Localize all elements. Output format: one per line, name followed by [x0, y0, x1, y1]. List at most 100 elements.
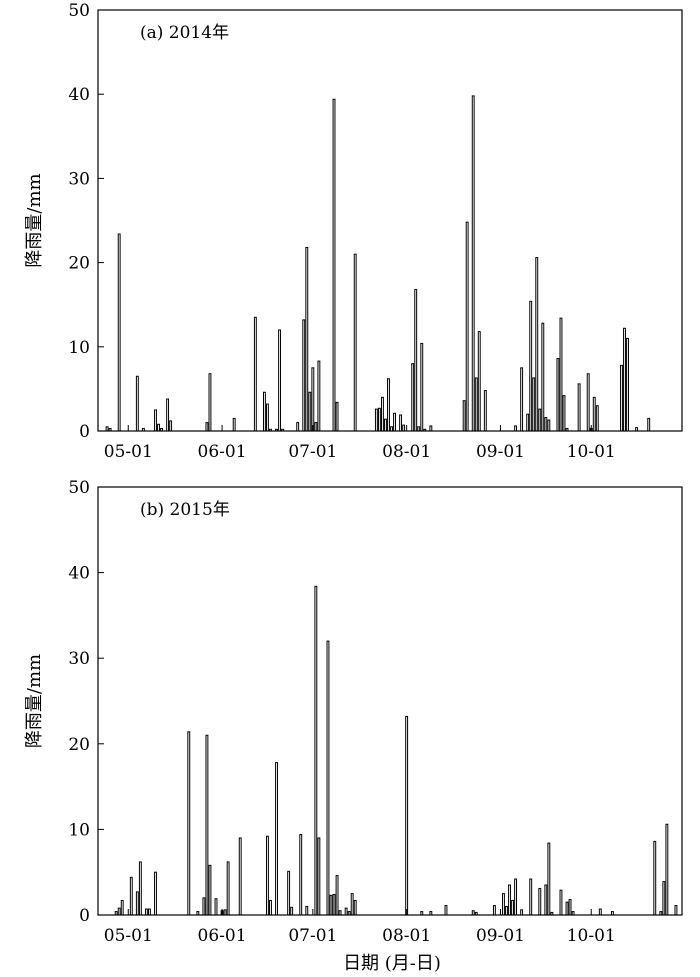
rainfall-bar [417, 426, 421, 432]
rainfall-bar [353, 899, 357, 916]
panel-title: (a) 2014年 [140, 23, 229, 43]
rainfall-bar [305, 246, 309, 432]
rainfall-bar [353, 253, 357, 432]
rainfall-bar [577, 383, 581, 432]
rainfall-bar [514, 425, 518, 432]
rainfall-bar [544, 884, 548, 916]
rainfall-bar [208, 373, 212, 432]
rainfall-bar [647, 417, 651, 432]
rainfall-bar [387, 378, 390, 432]
rainfall-bar [238, 837, 242, 916]
rainfall-bar [350, 893, 354, 916]
panel-2014: 0 10 20 30 40 50 05-01 06-01 07-01 08-01 09-01 10-0… [24, 1, 683, 462]
rainfall-bar [202, 897, 206, 916]
rainfall-bar [266, 835, 269, 916]
y-tick-label: 0 [79, 422, 90, 442]
x-tick-label: 10-01 [567, 442, 616, 462]
rainfall-bar [208, 864, 212, 916]
rainfall-bar [390, 426, 393, 432]
rainfall-bar [532, 377, 536, 432]
x-tick-label: 07-01 [288, 442, 337, 462]
rainfall-bar [311, 367, 315, 432]
rainfall-bar [214, 898, 218, 916]
x-tick-label: 07-01 [288, 926, 337, 946]
y-tick-label: 30 [68, 169, 90, 189]
rainfall-bar [278, 329, 281, 432]
rainfall-bar [544, 417, 548, 432]
y-tick-label: 0 [79, 906, 90, 926]
rainfall-bar [492, 905, 496, 916]
rainfall-bar [305, 905, 309, 916]
y-tick-label: 30 [68, 649, 90, 669]
rainfall-bar [665, 823, 669, 916]
plot-frame [97, 486, 683, 916]
rainfall-bar [232, 417, 236, 432]
rainfall-bar [384, 418, 387, 432]
rainfall-bar [317, 360, 321, 432]
rainfall-bar [477, 331, 481, 432]
rainfall-bar [399, 414, 403, 432]
rainfall-bar [535, 257, 539, 432]
rainfall-bar [317, 837, 321, 916]
rainfall-bar [135, 891, 139, 916]
rainfall-bar [547, 842, 551, 916]
x-tick-label: 09-01 [476, 442, 525, 462]
rainfall-bar [529, 878, 533, 916]
y-tick-label: 10 [68, 338, 90, 358]
rainfall-bar [157, 423, 160, 432]
rainfall-bar [511, 899, 514, 916]
rainfall-bar [262, 391, 266, 432]
rainfall-bar [169, 420, 173, 432]
x-tick-label: 05-01 [104, 442, 153, 462]
rainfall-bar [105, 426, 109, 432]
rainfall-bar [471, 910, 475, 916]
rainfall-bar [474, 377, 478, 432]
rainfall-bar [223, 909, 227, 916]
rainfall-bar [565, 901, 569, 916]
rainfall-bar [508, 884, 511, 916]
rainfall-bar [381, 396, 384, 432]
rainfall-bar [314, 422, 318, 432]
rainfall-bar [135, 375, 139, 432]
rainfall-bar [526, 413, 530, 432]
rainfall-bar [514, 878, 518, 916]
rainfall-bar [505, 905, 508, 916]
rainfall-bar [117, 907, 121, 916]
rainfall-bar [529, 300, 533, 432]
rainfall-bar [444, 905, 448, 916]
x-tick-label: 05-01 [104, 926, 153, 946]
rainfall-bar [205, 734, 209, 916]
rainfall-bar [266, 403, 269, 432]
rainfall-bar [429, 425, 433, 432]
rainfall-bar [483, 390, 487, 432]
x-tick-label: 10-01 [567, 926, 616, 946]
rainfall-bar [462, 400, 466, 432]
rainfall-bar [598, 908, 602, 916]
rainfall-bar [138, 861, 142, 916]
y-tick-label: 40 [68, 85, 90, 105]
rainfall-bar [414, 289, 418, 432]
rainfall-bar [623, 327, 626, 432]
rainfall-bar [674, 905, 678, 916]
rainfall-bar [296, 422, 300, 432]
rainfall-bar [154, 871, 157, 916]
rainfall-bar [269, 899, 272, 916]
rainfall-bar [287, 870, 291, 916]
rainfall-bar [377, 407, 381, 432]
rainfall-bar [335, 401, 339, 432]
x-tick-label: 09-01 [476, 926, 525, 946]
x-tick-label: 08-01 [382, 442, 431, 462]
rainfall-bar [117, 233, 121, 432]
rainfall-bar [559, 317, 563, 432]
rainfall-bar [502, 893, 505, 916]
rainfall-bar [253, 316, 257, 432]
rainfall-bar [626, 337, 629, 432]
x-tick-label: 08-01 [382, 926, 431, 946]
rainfall-bar [332, 98, 336, 432]
rainfall-bar [520, 367, 524, 432]
rainfall-bar [662, 881, 666, 916]
rainfall-bar [538, 408, 542, 432]
rainfall-bar [299, 834, 303, 916]
rainfall-bar [559, 889, 563, 916]
